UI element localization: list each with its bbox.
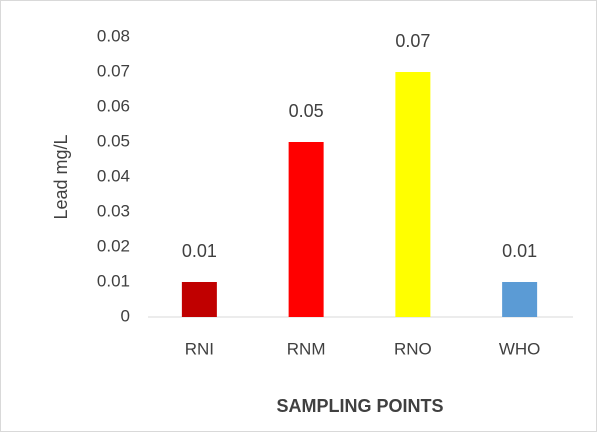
data-label: 0.01 <box>502 241 537 261</box>
x-tick-label: RNI <box>185 339 214 358</box>
x-tick-label: RNO <box>394 339 432 358</box>
bar <box>181 282 217 317</box>
data-label: 0.07 <box>395 31 430 51</box>
y-tick-label: 0.07 <box>97 61 130 80</box>
y-axis-title: Lead mg/L <box>51 134 71 219</box>
x-tick-label: RNM <box>287 339 326 358</box>
data-label: 0.01 <box>182 241 217 261</box>
y-tick-label: 0.06 <box>97 96 130 115</box>
y-tick-label: 0 <box>121 306 130 325</box>
data-label: 0.05 <box>289 101 324 121</box>
bar <box>288 142 324 317</box>
y-tick-label: 0.02 <box>97 236 130 255</box>
x-axis-title: SAMPLING POINTS <box>276 396 443 416</box>
bar <box>395 72 431 317</box>
y-tick-label: 0.04 <box>97 166 130 185</box>
x-tick-label: WHO <box>499 339 541 358</box>
y-tick-label: 0.08 <box>97 26 130 45</box>
y-tick-label: 0.05 <box>97 131 130 150</box>
bar <box>502 282 538 317</box>
y-tick-label: 0.03 <box>97 201 130 220</box>
y-tick-label: 0.01 <box>97 271 130 290</box>
